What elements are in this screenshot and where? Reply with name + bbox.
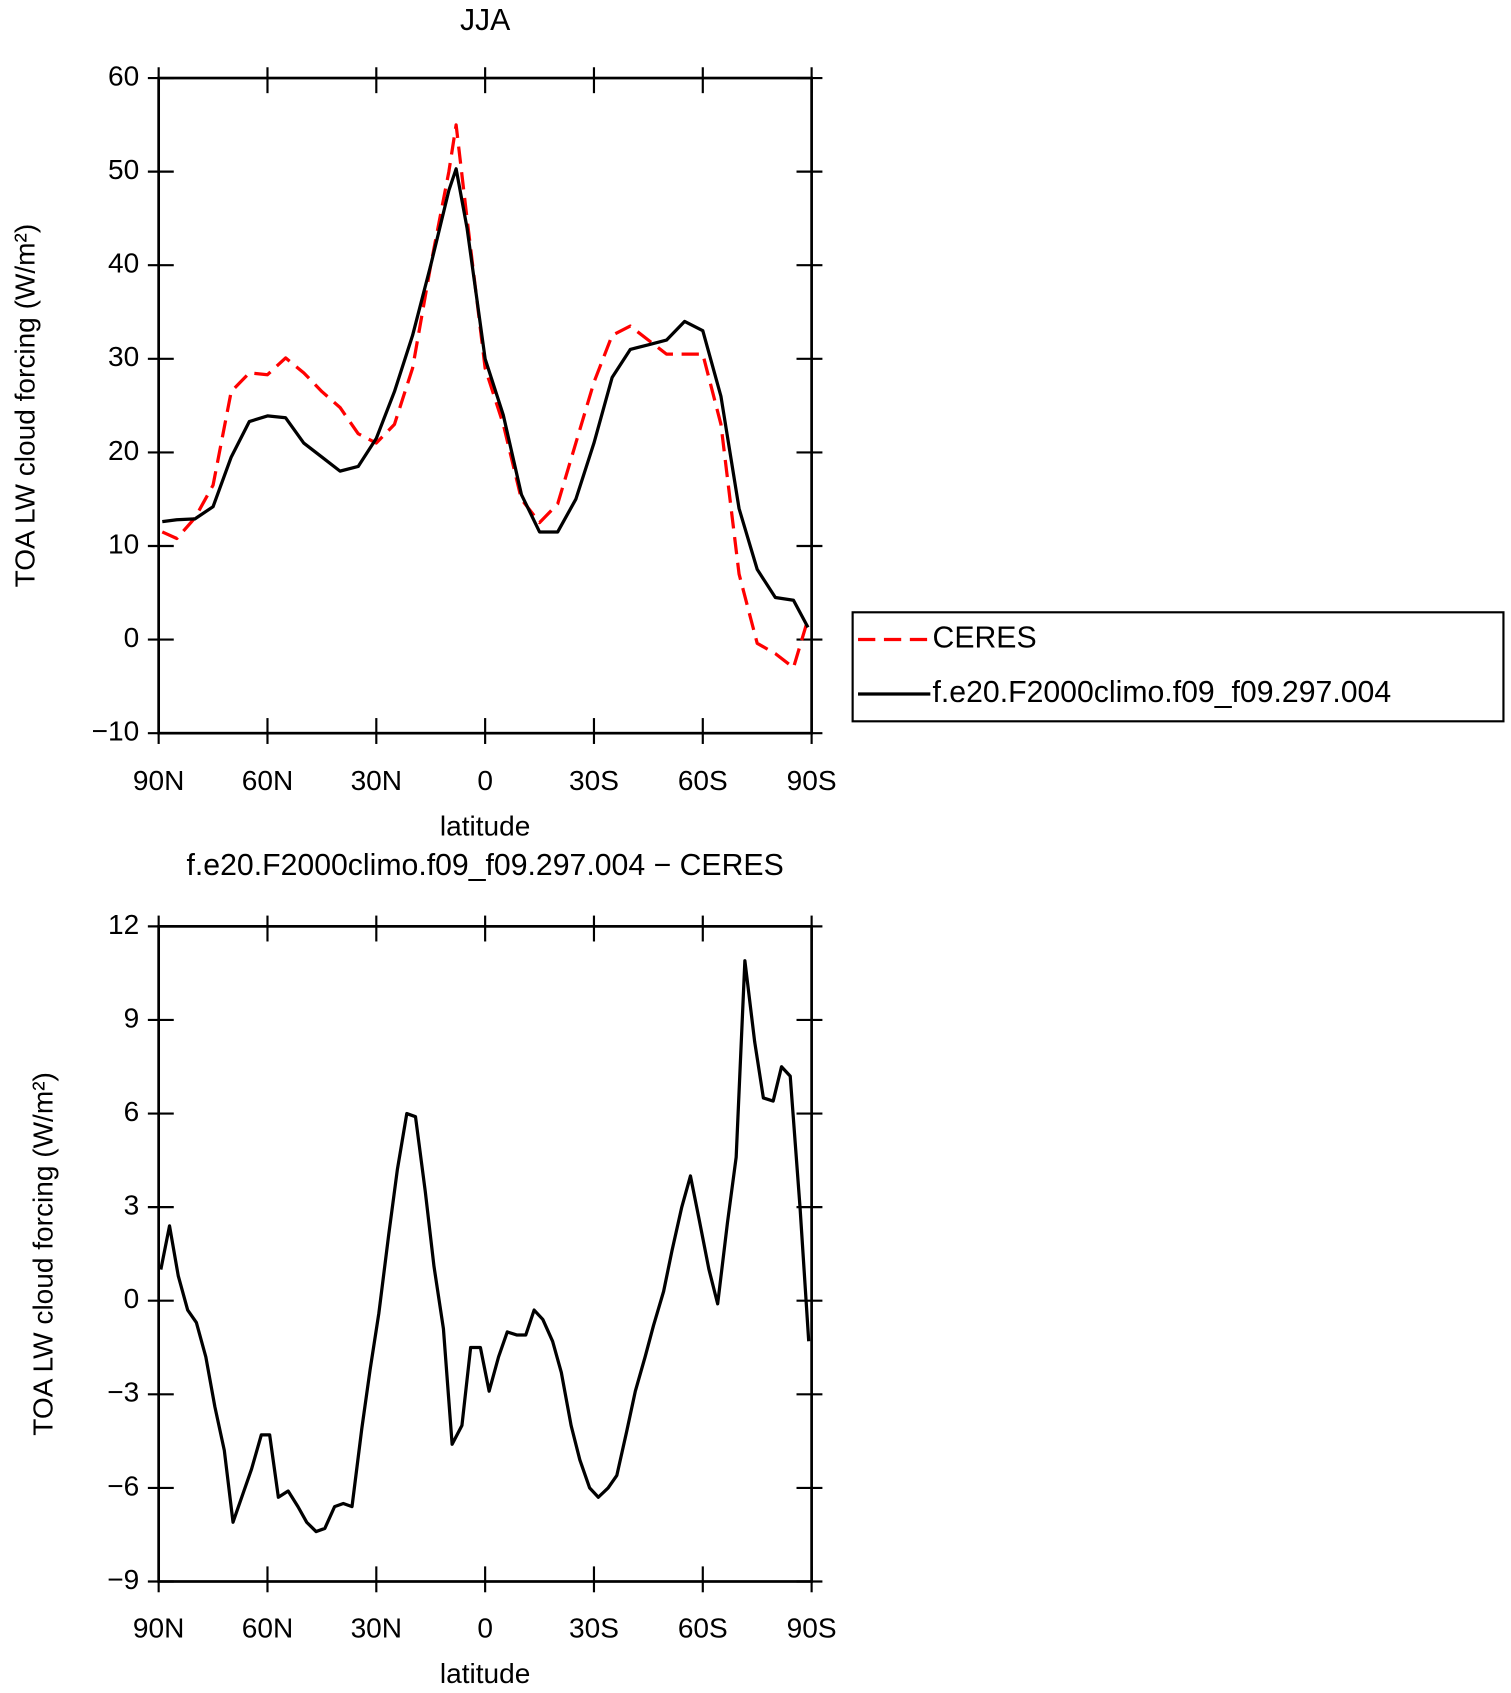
y-tick-label: 6 xyxy=(124,1096,140,1127)
x-tick-label: 90S xyxy=(787,765,837,796)
data-line xyxy=(159,959,811,1534)
x-tick-label: 0 xyxy=(477,765,493,796)
y-tick-label: −10 xyxy=(92,716,140,747)
x-tick-label: 90N xyxy=(133,1612,184,1643)
x-tick-label: 30S xyxy=(569,1612,619,1643)
y-tick-label: 10 xyxy=(108,528,139,559)
legend-label: CERES xyxy=(933,622,1037,655)
plot-frame xyxy=(157,76,813,735)
y-tick-label: 9 xyxy=(124,1002,140,1033)
chart-title: JJA xyxy=(460,4,511,37)
y-tick-label: −6 xyxy=(107,1470,139,1501)
x-tick-label: 0 xyxy=(477,1612,493,1643)
x-tick-label: 30S xyxy=(569,765,619,796)
x-axis-label: latitude xyxy=(440,1658,530,1689)
data-line xyxy=(162,167,810,629)
x-tick-label: 30N xyxy=(351,765,402,796)
x-tick-label: 60S xyxy=(678,765,728,796)
x-tick-label: 60S xyxy=(678,1612,728,1643)
legend-label: f.e20.F2000climo.f09_f09.297.004 xyxy=(933,676,1392,709)
y-axis-label: TOA LW cloud forcing (W/m²) xyxy=(28,1072,59,1436)
data-line xyxy=(161,123,810,670)
y-tick-label: 3 xyxy=(124,1190,140,1221)
y-tick-label: −3 xyxy=(107,1377,139,1408)
x-tick-label: 90N xyxy=(133,765,184,796)
y-tick-label: −9 xyxy=(107,1564,139,1595)
y-axis-label: TOA LW cloud forcing (W/m²) xyxy=(9,224,40,588)
x-tick-label: 90S xyxy=(787,1612,837,1643)
legend-box xyxy=(851,611,1505,723)
y-tick-label: 40 xyxy=(108,248,139,279)
plot-frame xyxy=(157,925,813,1583)
y-tick-label: 20 xyxy=(108,435,139,466)
y-tick-label: 50 xyxy=(108,154,139,185)
y-tick-label: 60 xyxy=(108,60,139,91)
x-tick-label: 30N xyxy=(351,1612,402,1643)
y-tick-label: 12 xyxy=(108,909,139,940)
y-tick-label: 0 xyxy=(124,1283,140,1314)
y-tick-label: 30 xyxy=(108,341,139,372)
x-tick-label: 60N xyxy=(242,765,293,796)
x-tick-label: 60N xyxy=(242,1612,293,1643)
chart-title: f.e20.F2000climo.f09_f09.297.004 − CERES xyxy=(187,849,784,882)
y-tick-label: 0 xyxy=(124,622,140,653)
x-axis-label: latitude xyxy=(440,811,530,842)
